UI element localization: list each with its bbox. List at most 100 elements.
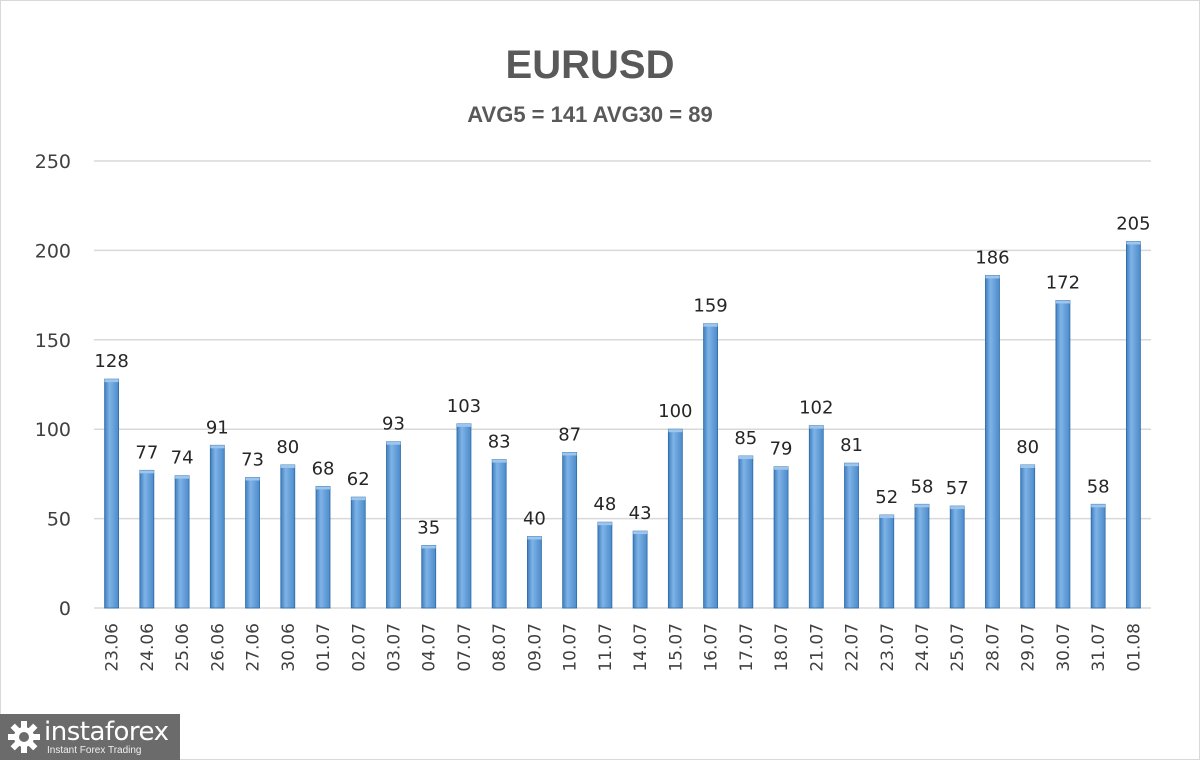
bar [1020, 464, 1036, 609]
bar [350, 496, 366, 609]
data-label: 58 [1087, 476, 1110, 497]
bar-cap [738, 456, 753, 460]
x-tick-label: 02.07 [349, 623, 369, 672]
bar [245, 477, 260, 609]
data-label: 80 [1016, 437, 1039, 458]
data-label: 83 [488, 432, 511, 453]
data-label: 77 [135, 442, 158, 463]
bar-cap [1020, 464, 1035, 468]
bar [280, 464, 296, 609]
data-label: 40 [523, 508, 546, 529]
x-axis-ticks: 23.06 24.06 25.06 26.06 27.06 30.06 01.07 02.07… [103, 623, 1145, 672]
bars [104, 241, 1141, 609]
x-tick-label: 03.07 [384, 623, 404, 672]
bar [985, 275, 1000, 609]
bar [421, 545, 437, 609]
bar-cap [668, 429, 683, 433]
chart-subtitle: AVG5 = 141 AVG30 = 89 [467, 102, 712, 127]
bar [527, 536, 542, 609]
x-tick-label: 24.06 [138, 623, 158, 672]
bar [632, 530, 648, 609]
x-tick-label: 09.07 [525, 623, 545, 672]
bar-cap [950, 506, 965, 510]
data-label: 87 [558, 424, 581, 445]
bar-cap [985, 275, 1000, 279]
data-label: 159 [693, 296, 727, 317]
data-label: 80 [276, 437, 299, 458]
bar [456, 423, 472, 609]
x-tick-label: 30.07 [1054, 623, 1074, 672]
x-tick-label: 26.06 [208, 623, 228, 672]
data-label: 62 [347, 469, 370, 490]
y-axis-ticks: 0 50 100 150 200 250 [35, 151, 71, 620]
y-tick-label: 0 [59, 598, 71, 620]
y-tick-label: 250 [35, 151, 71, 173]
bar-cap [245, 477, 260, 481]
bar-cap [1091, 504, 1106, 508]
x-tick-label: 07.07 [455, 623, 475, 672]
bar [738, 455, 754, 609]
bar-cap [492, 459, 507, 463]
data-label: 85 [734, 428, 757, 449]
bar-cap [774, 466, 789, 470]
x-tick-label: 30.06 [279, 623, 299, 672]
bar-cap [844, 463, 859, 467]
bar-cap [104, 379, 119, 383]
x-tick-label: 31.07 [1089, 623, 1109, 672]
bar-cap [597, 522, 612, 526]
x-tick-label: 23.06 [103, 623, 123, 672]
logo-tagline: Instant Forex Trading [47, 745, 142, 756]
bar [667, 428, 683, 609]
bar [773, 466, 789, 609]
data-label: 205 [1116, 213, 1150, 234]
bar [1090, 503, 1106, 609]
bar [315, 486, 331, 609]
x-tick-label: 27.06 [244, 623, 264, 672]
bar [174, 475, 190, 609]
bar [209, 444, 225, 609]
data-label: 74 [171, 448, 194, 469]
data-label: 100 [658, 401, 692, 422]
instaforex-logo: instaforex Instant Forex Trading [0, 714, 180, 760]
bar [104, 378, 120, 609]
bar [914, 503, 930, 609]
bar-cap [703, 323, 718, 327]
bar [139, 469, 155, 609]
bar [562, 452, 578, 609]
bar-cap [210, 445, 225, 449]
data-label: 73 [241, 449, 264, 470]
data-label: 102 [799, 398, 833, 419]
bar [386, 441, 401, 609]
bar [1055, 300, 1071, 609]
data-label: 35 [417, 517, 440, 538]
logo-brand: instaforex [44, 717, 169, 747]
y-tick-label: 150 [35, 330, 71, 352]
data-label: 48 [593, 494, 616, 515]
data-label: 79 [770, 439, 793, 460]
data-label: 52 [875, 487, 898, 508]
bar-cap [1126, 241, 1141, 245]
bar-cap [139, 470, 154, 474]
x-tick-label: 08.07 [490, 623, 510, 672]
data-label: 93 [382, 414, 405, 435]
x-tick-label: 25.06 [173, 623, 193, 672]
y-tick-label: 50 [47, 509, 71, 531]
x-tick-label: 11.07 [596, 623, 616, 672]
x-tick-label: 04.07 [420, 623, 440, 672]
bar-cap [351, 497, 366, 501]
x-tick-label: 21.07 [807, 623, 827, 672]
bar-cap [280, 464, 295, 468]
bar-cap [386, 441, 401, 445]
x-tick-label: 24.07 [913, 623, 933, 672]
data-label: 81 [840, 435, 863, 456]
data-label: 172 [1046, 272, 1080, 293]
data-label: 103 [447, 396, 481, 417]
x-tick-label: 01.07 [314, 623, 334, 672]
bar [703, 323, 718, 609]
bar [808, 425, 824, 609]
bar [491, 459, 507, 609]
bar-cap [562, 452, 577, 456]
bar [949, 505, 965, 609]
